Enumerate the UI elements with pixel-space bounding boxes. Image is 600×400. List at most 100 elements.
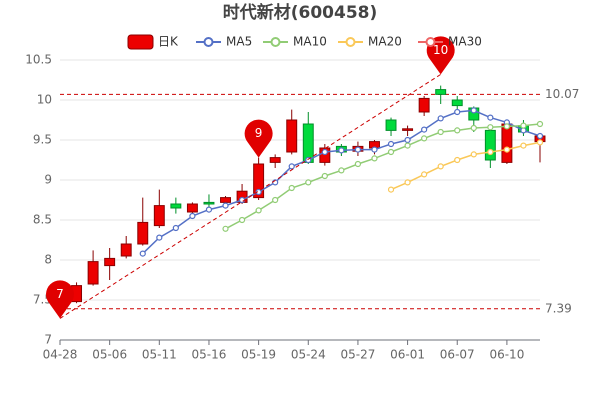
chart-title: 时代新材(600458) xyxy=(223,2,378,23)
ma-point xyxy=(272,196,279,204)
candle-body xyxy=(153,205,165,227)
y-tick-label: 7 xyxy=(44,333,52,347)
candle-body xyxy=(385,119,397,131)
candle-body xyxy=(170,203,182,209)
x-tick-label: 05-11 xyxy=(142,348,177,362)
legend-label: MA5 xyxy=(226,35,252,49)
pin-marker xyxy=(46,280,74,319)
pin-label: 9 xyxy=(255,126,263,140)
legend-icon xyxy=(127,34,154,50)
candle-body xyxy=(120,243,132,257)
ma-point xyxy=(387,186,395,193)
x-tick-label: 06-01 xyxy=(390,348,425,362)
candle-body xyxy=(302,123,314,163)
trend-line xyxy=(59,73,441,319)
candle-body xyxy=(402,128,414,131)
candle-body xyxy=(435,89,447,95)
pin-marker xyxy=(426,36,455,75)
ma-point xyxy=(404,142,411,149)
ma-point xyxy=(305,179,312,186)
legend-icon xyxy=(270,37,281,47)
ma-point xyxy=(437,115,444,122)
x-tick-label: 06-07 xyxy=(440,348,475,362)
y-tick-label: 9 xyxy=(44,173,52,187)
ma-point xyxy=(371,146,378,153)
ma-point xyxy=(454,127,461,134)
ma-point xyxy=(470,107,477,114)
ma-point xyxy=(321,148,328,156)
candle-body xyxy=(269,157,281,163)
ma-point xyxy=(205,206,213,213)
candle-body xyxy=(418,97,430,113)
ma-line xyxy=(390,141,541,191)
candle-body xyxy=(451,99,463,107)
ma-point xyxy=(421,135,428,142)
x-tick-label: 05-19 xyxy=(241,348,276,362)
ma-point xyxy=(503,146,510,153)
ma-point xyxy=(387,148,395,156)
ma-point xyxy=(437,163,444,170)
candle-body xyxy=(137,221,149,245)
ma-point xyxy=(338,147,345,154)
ma-point xyxy=(321,172,328,180)
ma-point xyxy=(354,146,362,153)
x-tick-label: 04-28 xyxy=(43,348,78,362)
legend-label: MA20 xyxy=(368,35,402,49)
ma-line xyxy=(142,109,541,255)
ma-point xyxy=(189,212,196,220)
y-tick-label: 9.5 xyxy=(33,133,52,147)
legend-label: MA30 xyxy=(448,35,482,49)
ma-point xyxy=(421,171,428,178)
y-tick-label: 8 xyxy=(44,253,52,267)
ma-point xyxy=(404,179,411,186)
legend-icon xyxy=(203,37,214,47)
ma-point xyxy=(172,224,179,232)
ma-point xyxy=(404,136,411,144)
ma-point xyxy=(487,124,494,131)
ma-point xyxy=(222,225,229,232)
mark-line-label: 7.39 xyxy=(545,301,572,315)
candle-body xyxy=(87,261,99,285)
x-tick-label: 05-16 xyxy=(192,348,227,362)
ma-point xyxy=(354,160,362,168)
ma-point xyxy=(470,151,477,158)
ma-point xyxy=(288,163,295,170)
ma-point xyxy=(288,184,295,192)
ma-point xyxy=(139,250,146,257)
x-tick-label: 06-10 xyxy=(489,348,524,362)
ma-point xyxy=(487,114,494,121)
candle-body xyxy=(104,257,116,267)
legend-icon xyxy=(425,37,436,47)
ma-point xyxy=(238,216,246,224)
legend-icon xyxy=(345,37,356,47)
candle-body xyxy=(186,203,198,213)
ma-point xyxy=(387,140,395,148)
x-tick-label: 05-24 xyxy=(291,348,326,362)
y-tick-label: 10.5 xyxy=(25,53,52,67)
ma-point xyxy=(437,128,444,136)
candle-body xyxy=(484,129,496,161)
ma-point xyxy=(421,126,428,133)
ma-point xyxy=(520,142,527,149)
pin-label: 7 xyxy=(56,287,64,301)
ma-point xyxy=(470,124,477,132)
x-tick-label: 05-06 xyxy=(92,348,127,362)
ma-point xyxy=(454,108,461,116)
legend-label: 日K xyxy=(158,35,179,49)
ma-point xyxy=(338,167,345,174)
candle-body xyxy=(501,123,513,163)
candle-body xyxy=(203,201,215,205)
ma-point xyxy=(536,139,544,146)
ma-point xyxy=(536,132,544,140)
ma-point xyxy=(255,188,262,196)
candle-body xyxy=(286,119,298,153)
pin-label: 10 xyxy=(433,43,448,57)
ma-point xyxy=(520,122,527,129)
ma-point xyxy=(454,156,461,164)
y-tick-label: 8.5 xyxy=(33,213,52,227)
legend-label: MA10 xyxy=(293,35,327,49)
ma-point xyxy=(487,148,494,156)
ma-point xyxy=(156,234,163,241)
x-tick-label: 05-27 xyxy=(340,348,375,362)
